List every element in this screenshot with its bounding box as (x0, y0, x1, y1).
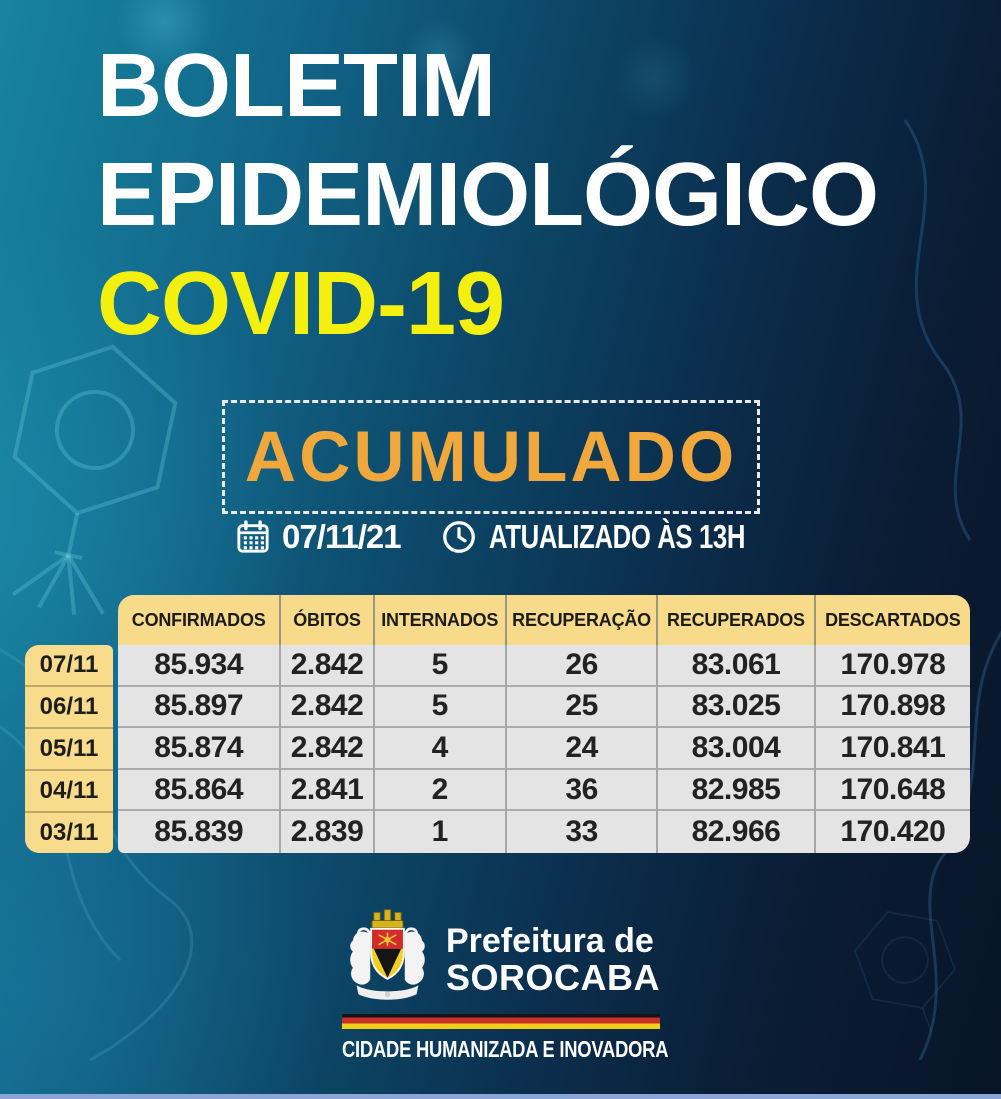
org-name: Prefeitura de SOROCABA (446, 918, 660, 997)
org-name-line1: Prefeitura de (445, 921, 654, 960)
row-date: 07/11 (25, 645, 113, 687)
table-cell: 26 (506, 645, 659, 687)
table-cell: 170.841 (815, 728, 970, 770)
column-header-recuperados: RECUPERADOS (658, 595, 816, 645)
table-cell: 33 (507, 811, 659, 853)
page-title: BOLETIM EPIDEMIOLÓGICO COVID-19 (97, 32, 879, 359)
column-header-confirmados: CONFIRMADOS (118, 595, 282, 645)
table-cell: 170.898 (815, 687, 970, 729)
sorocaba-coat-of-arms (350, 909, 425, 1000)
table-cell: 5 (374, 645, 507, 687)
title-line-boletim: BOLETIM (97, 36, 496, 136)
date-column: 07/11 06/11 05/11 04/11 03/11 (25, 645, 113, 853)
row-date: 04/11 (25, 771, 113, 813)
title-line-epidemiologico: EPIDEMIOLÓGICO (97, 145, 879, 245)
table-cell: 2.842 (281, 645, 375, 687)
column-header-internados: INTERNADOS (375, 595, 507, 645)
org-name-line2: SOROCABA (445, 956, 660, 998)
title-line-covid19: COVID-19 (97, 254, 505, 354)
clock-icon (442, 521, 475, 553)
table-values-grid: 85.934 2.842 5 26 83.061 170.978 85.897 … (118, 645, 970, 853)
table-cell: 85.897 (118, 686, 282, 729)
table-cell: 170.420 (840, 815, 946, 849)
table-cell: 5 (374, 686, 507, 729)
table-cell: 2.842 (281, 686, 375, 729)
table-cell: 2 (374, 769, 507, 812)
meta-row: 07/11/21 ATUALIZADO ÀS 13H (236, 514, 817, 560)
column-header-recuperacao: RECUPERAÇÃO (507, 595, 659, 645)
acumulado-badge: ACUMULADO (222, 400, 760, 514)
bottom-edge-strip (0, 1094, 1001, 1099)
table-header-row: CONFIRMADOS ÓBITOS INTERNADOS RECUPERAÇÃ… (118, 595, 970, 645)
table-cell: 83.061 (658, 645, 816, 687)
table-cell: 85.934 (118, 645, 282, 687)
table-cell: 2.839 (281, 811, 375, 853)
row-date: 05/11 (25, 729, 113, 771)
bulletin-date: 07/11/21 (282, 518, 402, 555)
table-cell: 83.025 (658, 686, 816, 729)
table-cell: 24 (506, 728, 659, 770)
table-cell: 2.841 (281, 769, 375, 812)
updated-group: ATUALIZADO ÀS 13H (441, 518, 817, 556)
table-cell: 36 (506, 769, 659, 812)
table-cell: 82.966 (658, 811, 816, 853)
table-cell: 85.839 (118, 811, 282, 853)
table-cell: 170.648 (815, 770, 970, 812)
table-cell: 4 (374, 728, 507, 770)
updated-time-label: ATUALIZADO ÀS 13H (488, 518, 745, 555)
table-body: 07/11 06/11 05/11 04/11 03/11 85.934 2.8… (25, 645, 970, 853)
table-cell: 1 (375, 811, 507, 853)
brand-stripe (342, 1014, 660, 1029)
table-cell: 2.842 (281, 728, 375, 770)
table-cell: 85.864 (118, 769, 282, 812)
column-header-descartados: DESCARTADOS (825, 609, 961, 630)
table-cell: 25 (506, 686, 659, 729)
row-date: 03/11 (39, 819, 99, 846)
table-cell: 83.004 (658, 728, 816, 770)
covid-data-table: CONFIRMADOS ÓBITOS INTERNADOS RECUPERAÇÃ… (25, 595, 970, 853)
calendar-icon (237, 520, 269, 553)
table-cell: 82.985 (658, 769, 816, 812)
column-header-obitos: ÓBITOS (281, 595, 375, 645)
acumulado-label: ACUMULADO (244, 417, 738, 497)
row-date: 06/11 (25, 687, 113, 729)
date-group: 07/11/21 (236, 518, 402, 556)
table-cell: 170.978 (815, 645, 970, 687)
city-tagline: CIDADE HUMANIZADA E INOVADORA (342, 1036, 669, 1062)
footer-logo-block: Prefeitura de SOROCABA CIDADE HUMANIZADA… (342, 906, 669, 1063)
table-cell: 85.874 (118, 728, 282, 770)
